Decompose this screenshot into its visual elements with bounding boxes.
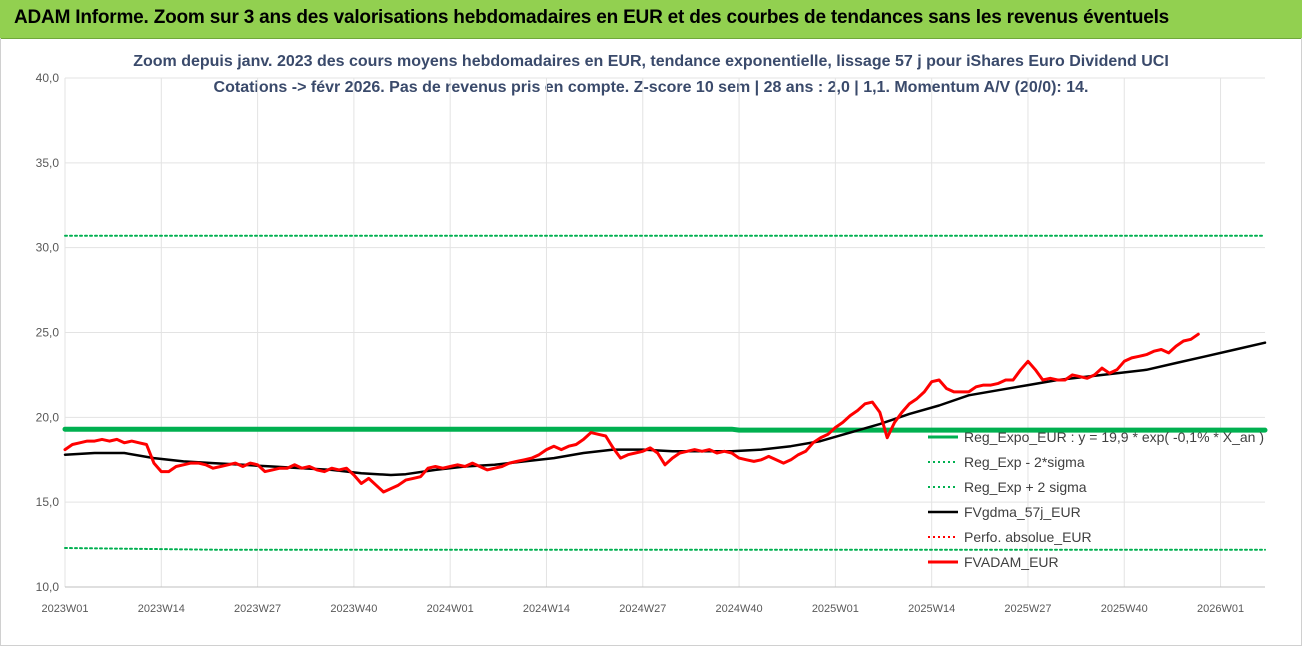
chart-title: Zoom depuis janv. 2023 des cours moyens …: [133, 53, 1169, 70]
series-line-3: [63, 341, 1267, 477]
x-tick-label: 2023W40: [330, 603, 377, 615]
x-tick-label: 2023W27: [234, 603, 281, 615]
y-tick-label: 20,0: [36, 410, 60, 424]
report-title: ADAM Informe. Zoom sur 3 ans des valoris…: [14, 7, 1170, 28]
y-tick-label: 35,0: [36, 156, 60, 170]
legend-label: Reg_Exp - 2*sigma: [964, 454, 1085, 470]
series-line-1: [64, 547, 1266, 551]
x-tick-label: 2025W14: [908, 603, 955, 615]
x-tick-label: 2024W01: [427, 603, 474, 615]
x-tick-label: 2024W40: [716, 603, 763, 615]
x-tick-label: 2026W01: [1197, 603, 1244, 615]
x-tick-label: 2025W01: [812, 603, 859, 615]
chart-subtitle: Cotations -> févr 2026. Pas de revenus p…: [213, 79, 1089, 96]
x-tick-label: 2024W27: [619, 603, 666, 615]
legend-label: Reg_Exp + 2 sigma: [964, 479, 1087, 495]
y-tick-label: 30,0: [36, 241, 60, 255]
y-tick-label: 40,0: [36, 71, 60, 85]
legend-label: FVgdma_57j_EUR: [964, 504, 1081, 520]
x-tick-label: 2025W40: [1101, 603, 1148, 615]
series-line-0: [62, 426, 1268, 433]
y-tick-label: 10,0: [36, 580, 60, 594]
y-tick-label: 15,0: [36, 495, 60, 509]
x-tick-label: 2025W27: [1004, 603, 1051, 615]
x-tick-label: 2023W01: [41, 603, 88, 615]
x-tick-label: 2024W14: [523, 603, 570, 615]
series-line-5: [63, 332, 1200, 494]
legend-label: FVADAM_EUR: [964, 554, 1059, 570]
y-tick-label: 25,0: [36, 326, 60, 340]
legend-label: Perfo. absolue_EUR: [964, 529, 1092, 545]
x-tick-label: 2023W14: [138, 603, 185, 615]
report-banner: ADAM Informe. Zoom sur 3 ans des valoris…: [0, 0, 1302, 39]
legend-label: Reg_Expo_EUR : y = 19,9 * exp( -0,1% * X…: [964, 429, 1264, 445]
